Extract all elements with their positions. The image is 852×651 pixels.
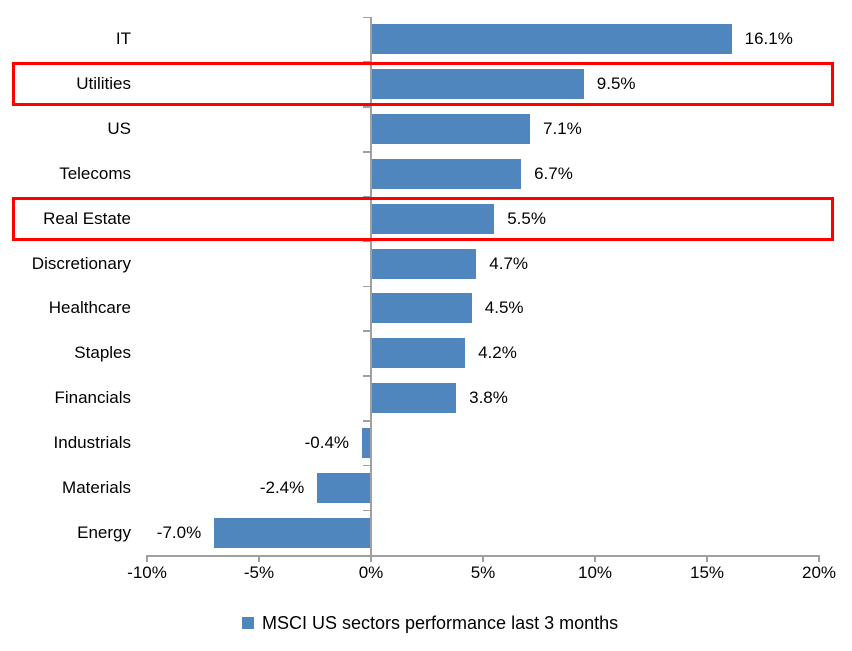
value-label: 4.2% — [478, 343, 517, 363]
value-label: 4.5% — [484, 298, 524, 318]
bar — [317, 472, 371, 503]
x-axis-tick — [258, 555, 260, 562]
y-axis-tick — [363, 61, 370, 63]
category-label: Financials — [54, 388, 131, 408]
value-label: -7.0% — [156, 522, 202, 542]
bar — [371, 24, 732, 55]
category-label: Discretionary — [31, 253, 131, 273]
x-axis-tick-label: 15% — [689, 563, 725, 582]
bar — [371, 114, 531, 145]
y-axis-tick — [363, 509, 370, 512]
legend-label: MSCI US sectors performance last 3 month… — [262, 612, 619, 633]
x-axis-tick-label: -5% — [243, 563, 275, 582]
bar — [371, 69, 584, 100]
y-axis-tick — [363, 464, 370, 467]
category-label: Healthcare — [48, 298, 131, 318]
category-label: Industrials — [53, 432, 131, 452]
category-label: Real Estate — [43, 208, 131, 228]
y-axis-tick — [363, 240, 370, 243]
highlight-box — [12, 196, 834, 241]
x-axis-tick — [818, 555, 820, 562]
x-axis-tick — [482, 555, 484, 562]
x-axis-tick-label: 5% — [470, 563, 496, 582]
x-axis-tick — [146, 555, 148, 562]
category-label: Energy — [77, 522, 131, 542]
value-label: 9.5% — [596, 74, 636, 94]
x-axis-tick-label: 10% — [577, 563, 613, 582]
value-label: 5.5% — [507, 208, 546, 228]
bar — [362, 427, 371, 458]
y-axis-tick — [363, 106, 370, 108]
category-label: Utilities — [76, 74, 131, 94]
highlight-box — [12, 62, 834, 107]
bar — [371, 338, 466, 369]
value-label: -2.4% — [259, 477, 305, 497]
bar — [371, 203, 495, 234]
x-axis-tick-label: 0% — [358, 563, 384, 582]
category-label: US — [107, 119, 131, 139]
bar — [214, 517, 371, 548]
y-axis-tick — [363, 420, 370, 422]
category-label: IT — [115, 29, 131, 49]
value-label: 7.1% — [543, 119, 582, 139]
category-label: Telecoms — [59, 163, 131, 183]
value-label: 3.8% — [469, 388, 508, 408]
y-axis-line — [370, 17, 372, 555]
value-label: -0.4% — [304, 432, 350, 452]
bar — [371, 383, 457, 414]
legend-marker-icon — [242, 617, 254, 629]
x-axis-tick-label: -10% — [127, 563, 167, 582]
bar — [371, 293, 472, 324]
y-axis-tick — [363, 195, 370, 198]
x-axis-tick — [370, 555, 372, 562]
category-label: Materials — [62, 477, 131, 497]
x-axis-tick — [594, 555, 596, 562]
x-axis-tick-label: 20% — [801, 563, 837, 582]
bar — [371, 248, 477, 279]
y-axis-tick — [363, 285, 370, 287]
x-axis-tick — [706, 555, 708, 562]
value-label: 4.7% — [489, 253, 529, 273]
y-axis-tick — [363, 330, 370, 332]
legend: MSCI US sectors performance last 3 month… — [242, 610, 618, 636]
bar — [371, 158, 522, 189]
y-axis-tick — [363, 16, 370, 18]
value-label: 6.7% — [534, 163, 573, 183]
y-axis-tick — [363, 151, 370, 153]
value-label: 16.1% — [744, 29, 793, 49]
category-label: Staples — [74, 343, 131, 363]
y-axis-tick — [363, 375, 370, 377]
